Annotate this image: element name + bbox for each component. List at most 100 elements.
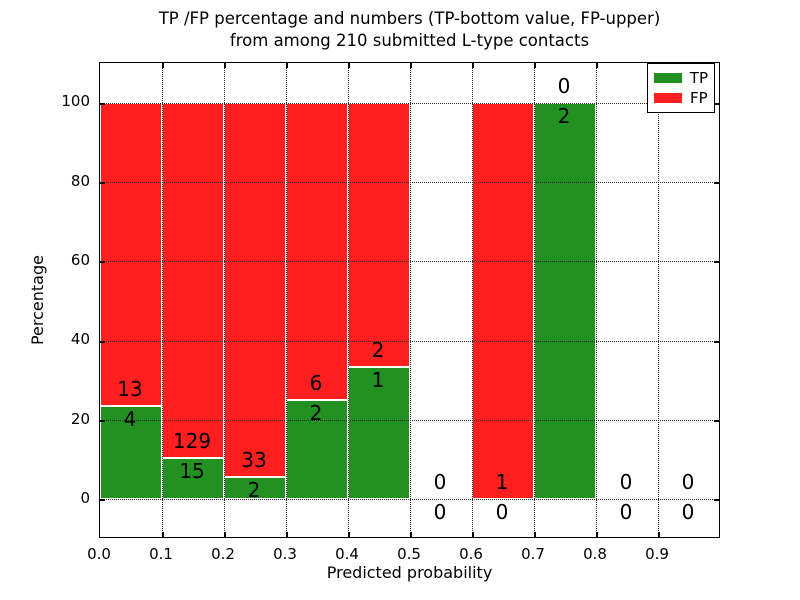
bar-tp-bin-0.3-0.4 [286,400,348,499]
bar-fp-bin-0.3-0.4 [286,103,348,400]
fp-color-swatch [654,93,682,104]
tp-count-label: 2 [309,401,323,425]
tp-count-label: 2 [557,104,571,128]
tp-color-swatch [654,72,682,83]
y-tick [100,182,105,184]
chart-title-line-1: TP /FP percentage and numbers (TP-bottom… [158,9,661,28]
x-tick-label-0.6: 0.6 [459,545,483,563]
x-tick [410,532,412,537]
x-tick [596,532,598,537]
x-tick-label-0.1: 0.1 [149,545,173,563]
tp-count-label: 1 [371,368,385,392]
legend-item-tp: TP [654,69,708,87]
gridline-x-0.8 [596,63,597,537]
bar-tp-bin-0.0-0.1 [100,406,162,499]
tp-count-label: 0 [619,500,633,524]
x-tick [286,532,288,537]
tp-count-label: 2 [247,478,261,502]
bar-fp-bin-0.1-0.2 [162,103,224,458]
x-tick-top [472,63,474,68]
bar-fp-bin-0.4-0.5 [348,103,410,367]
bar-fp-bin-0.0-0.1 [100,103,162,406]
bar-tp-bin-0.7-0.8 [534,103,596,499]
x-tick [162,532,164,537]
y-tick-label-0: 0 [80,489,90,507]
fp-count-label: 0 [681,470,695,494]
legend-label-fp: FP [690,89,708,108]
gridline-x-0.4 [348,63,349,537]
x-tick-label-0.8: 0.8 [583,545,607,563]
y-tick-label-20: 20 [70,410,90,428]
y-tick [100,341,105,343]
legend-item-fp: FP [654,89,708,107]
gridline-60 [100,261,719,262]
gridline-x-0.5 [410,63,411,537]
tp-count-label: 0 [495,500,509,524]
tp-count-label: 4 [123,407,137,431]
y-tick-right [714,341,719,343]
x-tick [658,532,660,537]
fp-count-label: 0 [619,470,633,494]
bar-tp-bin-0.1-0.2 [162,458,224,499]
gridline-100 [100,103,719,104]
x-tick [472,532,474,537]
y-tick [100,103,105,105]
fp-count-label: 1 [495,470,509,494]
gridline-x-0.1 [162,63,163,537]
x-tick-label-0.2: 0.2 [211,545,235,563]
y-tick-label-80: 80 [70,172,90,190]
gridline-40 [100,341,719,342]
tp-count-label: 0 [681,500,695,524]
tp-count-label: 0 [433,500,447,524]
plot-area [99,62,720,538]
fp-count-label: 13 [117,377,143,401]
y-tick-right [714,420,719,422]
gridline-x-0.6 [472,63,473,537]
y-tick [100,261,105,263]
fp-count-label: 129 [172,429,212,453]
y-tick-right [714,103,719,105]
bar-tp-bin-0.4-0.5 [348,367,410,499]
gridline-20 [100,420,719,421]
tp-count-label: 15 [179,459,205,483]
y-axis-label: Percentage [28,255,47,346]
bar-fp-bin-0.6-0.7 [472,103,534,499]
y-tick-label-40: 40 [70,330,90,348]
y-tick [100,420,105,422]
x-tick-top [162,63,164,68]
fp-count-label: 33 [241,448,267,472]
fp-count-label: 6 [309,371,323,395]
y-tick-label-60: 60 [70,251,90,269]
fp-count-label: 2 [371,338,385,362]
x-tick [224,532,226,537]
x-tick-label-0.3: 0.3 [273,545,297,563]
x-tick-top [596,63,598,68]
gridline-x-0.9 [658,63,659,537]
y-tick-right [714,261,719,263]
gridline-x-0.7 [534,63,535,537]
x-tick-top [348,63,350,68]
fp-count-label: 0 [433,470,447,494]
gridline-0 [100,499,719,500]
fp-count-label: 0 [557,74,571,98]
x-tick-top [286,63,288,68]
x-tick-label-0.7: 0.7 [521,545,545,563]
x-tick-top [534,63,536,68]
x-tick [534,532,536,537]
gridline-80 [100,182,719,183]
x-tick-top [224,63,226,68]
y-tick-right [714,499,719,501]
x-tick-top [410,63,412,68]
y-tick-right [714,182,719,184]
gridline-x-0.2 [224,63,225,537]
y-tick [100,499,105,501]
x-tick-label-0.9: 0.9 [645,545,669,563]
y-tick-label-100: 100 [61,92,90,110]
x-tick-label-0.0: 0.0 [87,545,111,563]
legend-label-tp: TP [689,68,708,87]
x-tick-label-0.4: 0.4 [335,545,359,563]
x-tick [348,532,350,537]
gridline-x-0.3 [286,63,287,537]
x-axis-label: Predicted probability [326,563,493,582]
